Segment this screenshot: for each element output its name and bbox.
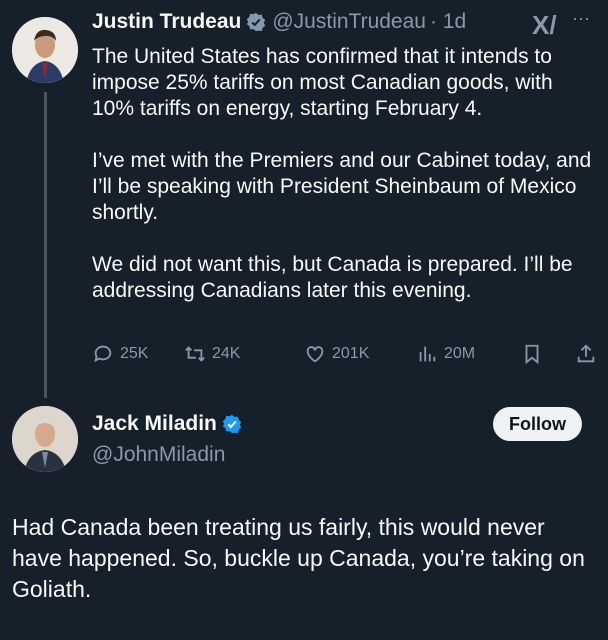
grok-icon[interactable]: X/	[532, 10, 557, 40]
verified-badge-icon	[247, 12, 266, 32]
follow-button[interactable]: Follow	[493, 407, 582, 441]
reply-author-handle[interactable]: @JohnMiladin	[92, 443, 226, 466]
verified-badge-icon	[222, 414, 242, 434]
share-button[interactable]	[575, 343, 597, 365]
bookmark-button[interactable]	[521, 343, 575, 365]
like-count: 201K	[332, 345, 370, 362]
views-button[interactable]: 20M	[416, 343, 521, 365]
avatar-justin-trudeau[interactable]	[12, 17, 78, 83]
views-icon	[419, 346, 436, 362]
heart-icon	[306, 346, 324, 363]
reply-author-name[interactable]: Jack Miladin	[92, 412, 217, 435]
tweet-actions: 25K 24K 201K 20M	[92, 343, 597, 365]
author-name[interactable]: Justin Trudeau	[92, 10, 242, 33]
like-button[interactable]: 201K	[304, 343, 416, 365]
author-handle[interactable]: @JustinTrudeau	[272, 10, 426, 33]
reply-icon	[94, 345, 112, 363]
tweet-text: The United States has confirmed that it …	[92, 45, 592, 302]
tweet-header: Justin Trudeau @JustinTrudeau · 1d	[92, 10, 466, 34]
repost-count: 24K	[212, 345, 241, 362]
timestamp[interactable]: · 1d	[429, 10, 467, 33]
view-count: 20M	[444, 345, 476, 362]
reply-button[interactable]: 25K	[92, 343, 184, 365]
repost-button[interactable]: 24K	[184, 343, 304, 365]
thread-line	[44, 92, 47, 398]
reply-header: Jack Miladin	[92, 412, 242, 436]
bookmark-icon	[525, 344, 539, 365]
share-icon	[577, 344, 595, 363]
repost-icon	[185, 346, 205, 362]
avatar-jack-miladin[interactable]	[12, 406, 78, 472]
reply-text: Had Canada been treating us fairly, this…	[12, 514, 592, 602]
reply-count: 25K	[120, 345, 149, 362]
more-options-icon[interactable]: ···	[572, 8, 590, 28]
